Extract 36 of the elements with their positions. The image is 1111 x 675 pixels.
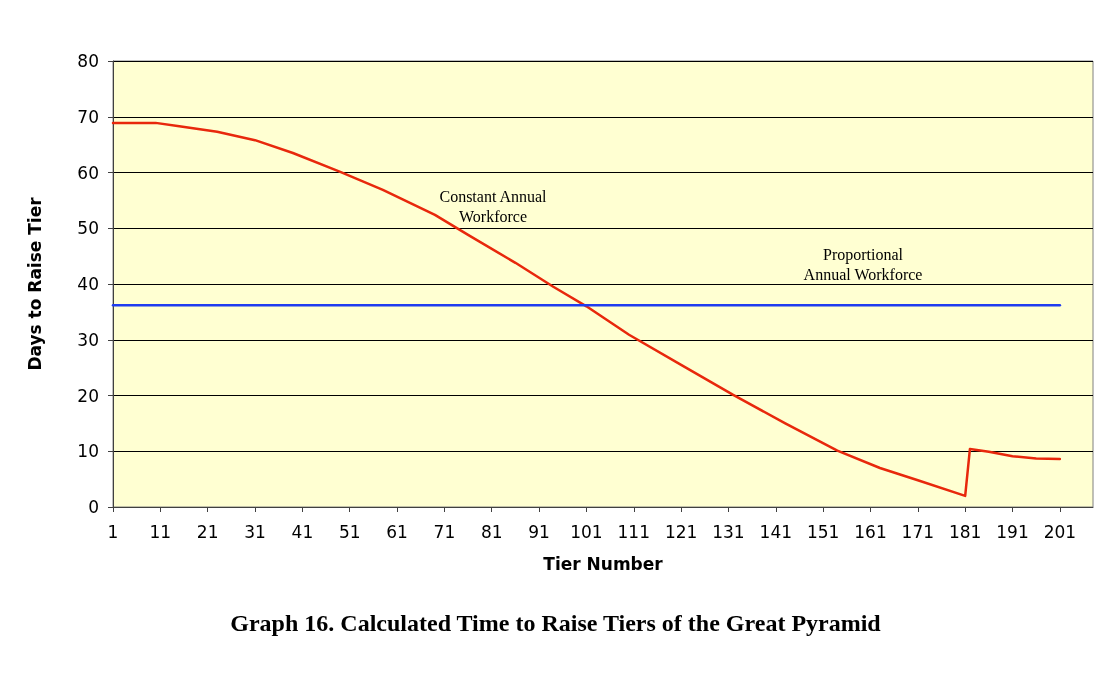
y-tick-label: 30 bbox=[77, 329, 99, 350]
x-tick-label: 111 bbox=[617, 521, 650, 542]
x-tick-label: 191 bbox=[996, 521, 1029, 542]
x-tick-label: 11 bbox=[149, 521, 172, 542]
x-tick-label: 181 bbox=[948, 521, 982, 542]
x-tick-label: 91 bbox=[528, 521, 550, 542]
x-tick-label: 161 bbox=[854, 521, 887, 542]
x-tick-label: 201 bbox=[1043, 521, 1077, 542]
x-tick-label: 1 bbox=[107, 521, 119, 542]
y-tick-label: 20 bbox=[77, 385, 99, 406]
x-tick-label: 121 bbox=[664, 521, 698, 542]
x-tick-label: 151 bbox=[806, 521, 840, 542]
y-tick-label: 0 bbox=[88, 497, 99, 517]
x-tick-label: 101 bbox=[570, 521, 603, 542]
text: Graph 16. Calculated Time to Raise Tiers of the Great Pyramid bbox=[230, 610, 882, 636]
x-tick-label: 141 bbox=[759, 521, 793, 542]
line-series bbox=[111, 121, 1062, 498]
x-tick-label: 51 bbox=[338, 521, 361, 542]
y-tick-label: 40 bbox=[77, 274, 99, 294]
y-tick-label: 10 bbox=[77, 441, 99, 462]
annotation: Proportional Annual Workforce bbox=[803, 245, 923, 283]
annotation: Constant Annual Workforce bbox=[439, 187, 548, 225]
y-axis-title: Days to Raise Tier bbox=[24, 196, 45, 371]
x-tick-label: 71 bbox=[433, 521, 456, 542]
y-tick-label: 80 bbox=[77, 51, 99, 71]
x-tick-label: 21 bbox=[196, 521, 219, 542]
y-tick-label: 50 bbox=[77, 218, 99, 239]
x-axis-title: Tier Number bbox=[543, 553, 664, 574]
x-tick-label: 81 bbox=[480, 521, 503, 542]
x-tick-label: 131 bbox=[712, 521, 745, 542]
x-tick-label: 171 bbox=[901, 521, 935, 542]
y-tick-label: 60 bbox=[77, 162, 99, 183]
y-tick-label: 70 bbox=[77, 106, 99, 127]
x-tick-label: 31 bbox=[244, 521, 266, 542]
x-tick-label: 61 bbox=[386, 521, 408, 542]
x-tick-label: 41 bbox=[291, 521, 314, 542]
